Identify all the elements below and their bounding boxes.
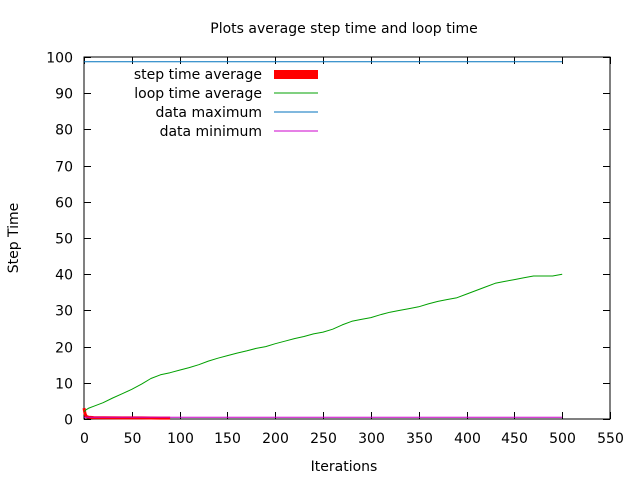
plot-series — [82, 61, 563, 420]
legend-label-data-maximum: data maximum — [155, 105, 262, 121]
x-tick-label: 550 — [597, 431, 624, 447]
y-tick-label: 60 — [55, 196, 73, 212]
y-tick-label: 40 — [55, 268, 73, 284]
x-tick-label: 250 — [310, 431, 337, 447]
tick-marks: 0 50 100 150 200 250 300 350 400 450 500 550 0 10 20 30… — [46, 51, 624, 448]
y-tick-label: 70 — [55, 160, 73, 176]
y-tick-label: 20 — [55, 341, 73, 357]
y-tick-label: 10 — [55, 377, 73, 393]
x-tick-label: 50 — [124, 431, 142, 447]
x-tick-label: 0 — [80, 431, 89, 447]
x-tick-label: 450 — [501, 431, 528, 447]
x-axis-label: Iterations — [311, 459, 378, 475]
legend-label-data-minimum: data minimum — [160, 124, 262, 140]
x-tick-label: 100 — [167, 431, 194, 447]
legend-label-step-time-average: step time average — [134, 67, 262, 83]
legend-swatch-step-time-average — [274, 70, 318, 79]
chart-title: Plots average step time and loop time — [210, 21, 477, 37]
y-tick-label: 30 — [55, 304, 73, 320]
x-tick-label: 500 — [549, 431, 576, 447]
x-tick-label: 150 — [214, 431, 241, 447]
legend: step time average loop time average data m… — [134, 67, 318, 140]
y-tick-label: 100 — [46, 51, 73, 67]
y-axis-label: Step Time — [6, 203, 22, 274]
y-tick-label: 0 — [64, 413, 73, 429]
x-tick-label: 400 — [454, 431, 481, 447]
y-tick-label: 80 — [55, 123, 73, 139]
loop-time-average-series — [83, 273, 563, 413]
x-tick-label: 350 — [406, 431, 433, 447]
step-time-average-series — [82, 407, 171, 420]
x-tick-label: 200 — [262, 431, 289, 447]
x-tick-label: 300 — [358, 431, 385, 447]
y-tick-label: 50 — [55, 232, 73, 248]
y-tick-label: 90 — [55, 87, 73, 103]
legend-label-loop-time-average: loop time average — [134, 86, 262, 102]
